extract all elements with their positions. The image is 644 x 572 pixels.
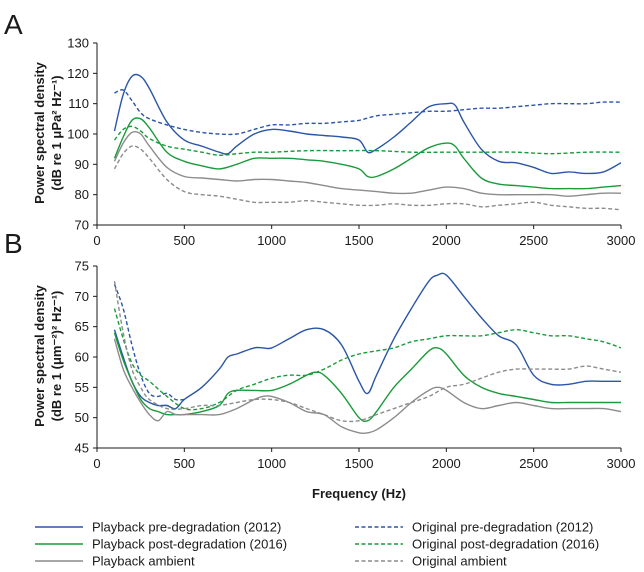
panel-a-x-tick-label: 0 xyxy=(93,233,100,248)
panel-b-y-tick-label: 70 xyxy=(75,289,89,304)
panel-a-series-original-pre-degradation-2012 xyxy=(114,89,621,136)
panel-a-x-tick-label: 2000 xyxy=(432,233,461,248)
panel-a-series-original-post-degradation-2016 xyxy=(113,125,621,156)
legend-label: Playback pre-degradation (2012) xyxy=(92,520,281,535)
legend-item: Playback ambient xyxy=(35,554,195,569)
legend: Playback pre-degradation (2012) Original … xyxy=(35,520,599,569)
panel-b-y-tick-label: 45 xyxy=(75,441,89,456)
panel-a-series-playback-ambient xyxy=(113,131,621,197)
panel-b-plot: 45 50 55 60 65 70 75 0 500 1000 1500 2000 2500 3000 xyxy=(75,259,636,472)
panel-a-series-playback-pre-degradation-2012 xyxy=(113,73,621,175)
panel-a-y-tick-label: 80 xyxy=(75,187,89,202)
panel-b-y-tick-label: 50 xyxy=(75,410,89,425)
panel-b-series-original-ambient xyxy=(113,281,621,423)
panel-a: A Power spectral density (dB re 1 μPa² H… xyxy=(4,9,635,248)
panel-a-series-playback-post-degradation-2016 xyxy=(113,117,621,190)
legend-label: Playback ambient xyxy=(92,554,195,569)
panel-b-x-tick-label: 500 xyxy=(173,456,195,471)
panel-a-x-tick-label: 1000 xyxy=(257,233,286,248)
panel-a-ylabel-line2: (dB re 1 μPa² Hz⁻¹) xyxy=(49,75,64,190)
panel-b-ylabel-line2: (dB re 1 (μm⁻²)² Hz⁻¹) xyxy=(49,291,64,422)
panel-b-series-playback-ambient xyxy=(113,338,621,435)
panel-b-x-tick-label: 1500 xyxy=(345,456,374,471)
legend-label: Original pre-degradation (2012) xyxy=(412,520,593,535)
panel-a-x-tick-label: 2500 xyxy=(519,233,548,248)
panel-b-x-tick-label: 1000 xyxy=(257,456,286,471)
panel-b-x-tick-label: 2500 xyxy=(519,456,548,471)
panel-a-x-tick-label: 500 xyxy=(173,233,195,248)
legend-label: Original post-degradation (2016) xyxy=(412,537,599,552)
panel-b-ylabel-line1: Power spectral density xyxy=(32,284,47,426)
panel-a-y-tick-label: 70 xyxy=(75,218,89,233)
legend-item: Playback pre-degradation (2012) xyxy=(35,520,281,535)
panel-b-y-tick-label: 55 xyxy=(75,380,89,395)
panel-b-series-original-post-degradation-2016 xyxy=(113,308,621,411)
legend-item: Original pre-degradation (2012) xyxy=(355,520,593,535)
panel-b-y-tick-label: 65 xyxy=(75,319,89,334)
panel-b-x-tick-label: 0 xyxy=(93,456,100,471)
panel-b-xlabel: Frequency (Hz) xyxy=(312,486,406,501)
panel-b-y-tick-label: 75 xyxy=(75,259,89,274)
panel-b-series-original-pre-degradation-2012 xyxy=(113,283,185,401)
panel-b-series-playback-pre-degradation-2012 xyxy=(113,272,621,410)
panel-b: B Power spectral density (dB re 1 (μm⁻²)… xyxy=(4,228,635,501)
panel-b-x-tick-label: 2000 xyxy=(432,456,461,471)
legend-item: Playback post-degradation (2016) xyxy=(35,537,287,552)
panel-a-series-original-ambient xyxy=(113,145,621,211)
panel-a-y-tick-label: 110 xyxy=(68,96,89,111)
panel-a-plot: 70 80 90 100 110 120 130 0 500 1000 1500 2000 2500 30… xyxy=(67,36,635,249)
panel-a-ylabel-line1: Power spectral density xyxy=(32,61,47,203)
panel-b-y-tick-label: 60 xyxy=(75,350,89,365)
panel-b-letter: B xyxy=(4,228,23,259)
panel-a-letter: A xyxy=(4,9,23,40)
panel-a-y-tick-label: 130 xyxy=(67,36,89,51)
panel-a-y-tick-label: 120 xyxy=(67,66,89,81)
panel-a-y-tick-label: 100 xyxy=(67,127,89,142)
panel-a-x-tick-label: 1500 xyxy=(345,233,374,248)
panel-b-x-tick-label: 3000 xyxy=(607,456,636,471)
legend-item: Original post-degradation (2016) xyxy=(355,537,599,552)
panel-b-series-playback-post-degradation-2016 xyxy=(113,332,621,423)
legend-item: Original ambient xyxy=(355,554,507,569)
legend-label: Original ambient xyxy=(412,554,507,569)
panel-a-x-tick-label: 3000 xyxy=(607,233,636,248)
legend-label: Playback post-degradation (2016) xyxy=(92,537,287,552)
panel-a-y-tick-label: 90 xyxy=(75,157,89,172)
